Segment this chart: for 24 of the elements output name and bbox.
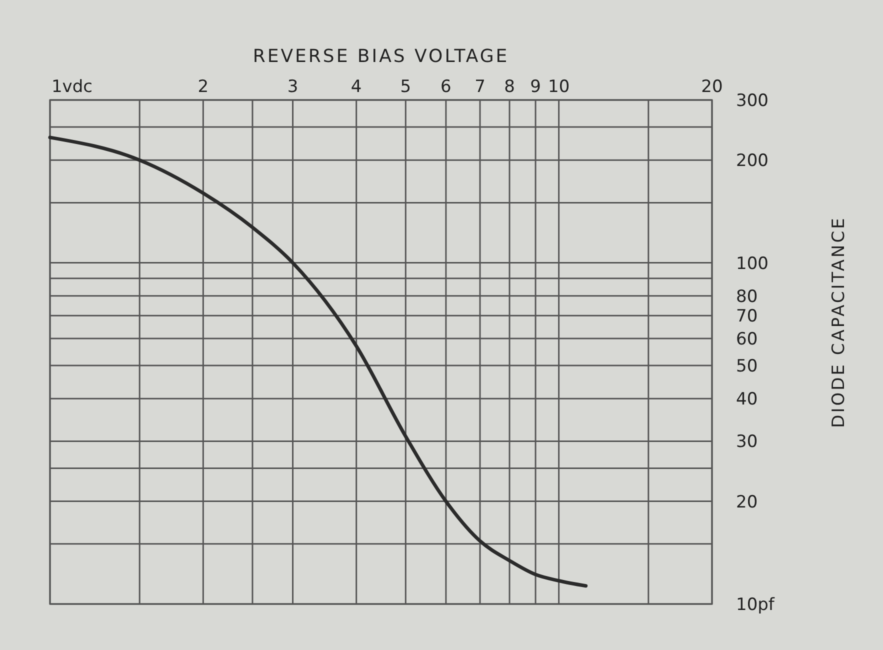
y-tick-label: 80 [736, 286, 758, 307]
y-tick-label: 20 [736, 492, 758, 512]
y-tick-label: 30 [736, 432, 758, 452]
x-tick-label: 8 [504, 77, 515, 97]
y-tick-label: 10pf [736, 595, 776, 615]
x-tick-label: 9 [530, 77, 541, 97]
x-tick-label: 4 [350, 77, 362, 97]
x-tick-label: 2 [198, 77, 209, 97]
y-tick-label: 50 [736, 356, 758, 377]
y-axis-title: DIODE CAPACITANCE [829, 216, 849, 428]
y-tick-label: 60 [736, 329, 758, 350]
y-tick-label: 40 [736, 390, 758, 410]
x-tick-label: 6 [440, 77, 452, 97]
y-tick-label: 100 [736, 254, 768, 274]
y-tick-label: 70 [736, 306, 758, 327]
y-tick-label: 300 [736, 91, 768, 111]
x-tick-label: 20 [701, 77, 723, 97]
chart-title: REVERSE BIAS VOLTAGE [252, 46, 510, 67]
x-tick-label: 3 [287, 77, 298, 97]
y-tick-label: 200 [736, 151, 768, 172]
x-tick-label: 1vdc [51, 77, 93, 97]
x-tick-label: 5 [400, 77, 412, 97]
x-tick-label: 10 [548, 77, 570, 97]
x-tick-label: 7 [474, 77, 486, 97]
